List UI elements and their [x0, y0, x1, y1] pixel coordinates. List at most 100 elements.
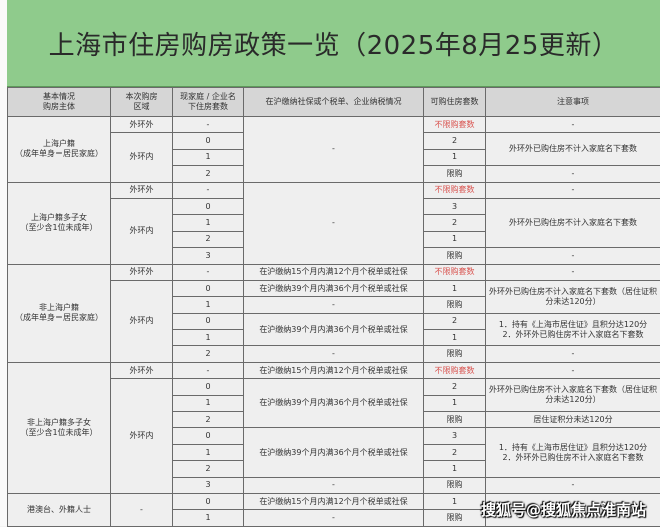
table-cell: 1	[424, 461, 486, 477]
watermark: 搜狐号@搜狐焦点淮南站	[481, 499, 646, 520]
table-cell: -	[173, 362, 244, 378]
table-cell: 2	[173, 231, 244, 247]
page-title: 上海市住房购房政策一览（2025年8月25更新）	[49, 25, 619, 62]
left-edge	[0, 0, 7, 526]
table-cell: 0	[173, 313, 244, 329]
table-cell: -	[173, 182, 244, 198]
table-cell: -	[486, 166, 660, 182]
table-cell: -	[244, 297, 424, 313]
table-cell: 限购	[424, 248, 486, 264]
table-cell: 2	[173, 461, 244, 477]
table-cell: -	[486, 264, 660, 280]
table-cell: 1	[173, 395, 244, 411]
table-cell: 在沪缴纳15个月内满12个月个税单或社保	[244, 264, 424, 280]
table-cell: 上海户籍 （成年单身＝居民家庭）	[8, 117, 111, 183]
table-cell: 1	[173, 510, 244, 526]
policy-table: 基本情况 购房主体 本次购房 区域 现家庭 / 企业名 下住房套数 在沪缴纳社保…	[7, 87, 660, 527]
table-cell: 0	[173, 133, 244, 149]
table-cell: -	[244, 346, 424, 362]
table-cell: 3	[424, 198, 486, 214]
table-cell: 限购	[424, 477, 486, 493]
table-cell: 0	[173, 198, 244, 214]
table-row: 上海户籍 （成年单身＝居民家庭）外环外--不限购套数-	[8, 117, 660, 133]
table-cell: 1	[424, 395, 486, 411]
table-cell: 外环外已购住房不计入家庭名下套数（居住证积分未达120分）	[486, 280, 660, 313]
table-cell: 2	[173, 346, 244, 362]
table-cell: 外环外	[111, 362, 173, 378]
table-cell: 外环外	[111, 182, 173, 198]
table-cell: 1	[424, 280, 486, 296]
table-cell: 港澳台、外籍人士	[8, 493, 111, 526]
header-buyer: 基本情况 购房主体	[8, 88, 111, 117]
table-cell: -	[486, 362, 660, 378]
table-row: 非上海户籍多子女 （至少含1位未成年）外环外-在沪缴纳15个月内满12个月个税单…	[8, 362, 660, 378]
table-cell: 外环外已购住房不计入家庭名下套数（居住证积分未达120分）	[486, 379, 660, 412]
table-cell: 0	[173, 379, 244, 395]
table-cell: -	[486, 346, 660, 362]
table-cell: 2	[424, 444, 486, 460]
table-cell: -	[486, 117, 660, 133]
table-cell: 在沪缴纳15个月内满12个月个税单或社保	[244, 362, 424, 378]
table-cell: -	[244, 117, 424, 183]
table-cell: 在沪缴纳39个月内满36个月个税单或社保	[244, 428, 424, 477]
table-cell: 在沪缴纳39个月内满36个月个税单或社保	[244, 280, 424, 296]
table-cell: 不限购套数	[424, 264, 486, 280]
table-cell: 1	[173, 330, 244, 346]
table-cell: -	[244, 182, 424, 264]
header-area: 本次购房 区域	[111, 88, 173, 117]
table-cell: 限购	[424, 166, 486, 182]
table-cell: 0	[173, 428, 244, 444]
table-cell: 外环外已购住房不计入家庭名下套数	[486, 133, 660, 166]
table-cell: -	[486, 248, 660, 264]
table-cell: 非上海户籍多子女 （至少含1位未成年）	[8, 362, 111, 493]
table-cell: 3	[424, 428, 486, 444]
header-allowed: 可购住房套数	[424, 88, 486, 117]
header-owned: 现家庭 / 企业名 下住房套数	[173, 88, 244, 117]
table-cell: 在沪缴纳39个月内满36个月个税单或社保	[244, 379, 424, 428]
table-row: 上海户籍多子女 （至少含1位未成年）外环外--不限购套数-	[8, 182, 660, 198]
header-tax: 在沪缴纳社保或个税单、企业纳税情况	[244, 88, 424, 117]
table-cell: -	[173, 264, 244, 280]
table-cell: 1	[424, 149, 486, 165]
table-cell: 2	[424, 215, 486, 231]
table-header-row: 基本情况 购房主体 本次购房 区域 现家庭 / 企业名 下住房套数 在沪缴纳社保…	[8, 88, 660, 117]
table-cell: 外环外	[111, 117, 173, 133]
table-cell: 外环内	[111, 198, 173, 264]
table-cell: 2	[424, 133, 486, 149]
table-cell: 非上海户籍 （成年单身＝居民家庭）	[8, 264, 111, 362]
table-cell: 外环外已购住房不计入家庭名下套数	[486, 198, 660, 247]
table-cell: 限购	[424, 510, 486, 526]
table-cell: 不限购套数	[424, 362, 486, 378]
table-cell: 2	[173, 412, 244, 428]
table-cell: 1	[173, 149, 244, 165]
table-cell: 外环内	[111, 379, 173, 494]
table-cell: 2	[424, 379, 486, 395]
table-cell: 0	[173, 280, 244, 296]
table-cell: 1	[173, 215, 244, 231]
table-cell: 2	[173, 166, 244, 182]
table-cell: -	[244, 477, 424, 493]
table-cell: 1．持有《上海市居住证》且积分达120分 2．外环外已购住房不计入家庭名下套数	[486, 313, 660, 346]
table-cell: 在沪缴纳39个月内满36个月个税单或社保	[244, 313, 424, 346]
table-cell: 外环内	[111, 280, 173, 362]
table-cell: 1	[173, 444, 244, 460]
title-band: 上海市住房购房政策一览（2025年8月25更新）	[7, 0, 660, 88]
table-cell: 限购	[424, 297, 486, 313]
table-cell: 居住证积分未达120分	[486, 412, 660, 428]
table-cell: 1	[424, 493, 486, 509]
table-cell: -	[486, 477, 660, 493]
table-cell: 0	[173, 493, 244, 509]
table-cell: 不限购套数	[424, 117, 486, 133]
table-cell: -	[173, 117, 244, 133]
table-cell: 3	[173, 248, 244, 264]
table-cell: 2	[424, 313, 486, 329]
table-cell: -	[244, 510, 424, 526]
table-cell: 1．持有《上海市居住证》且积分达120分 2．外环外已购住房不计入家庭名下套数	[486, 428, 660, 477]
table-cell: 在沪缴纳15个月内满12个月个税单或社保	[244, 493, 424, 509]
table-cell: 3	[173, 477, 244, 493]
table-cell: 1	[424, 231, 486, 247]
table-cell: 外环内	[111, 133, 173, 182]
header-notes: 注意事项	[486, 88, 660, 117]
table-cell: 1	[424, 330, 486, 346]
table-cell: 上海户籍多子女 （至少含1位未成年）	[8, 182, 111, 264]
